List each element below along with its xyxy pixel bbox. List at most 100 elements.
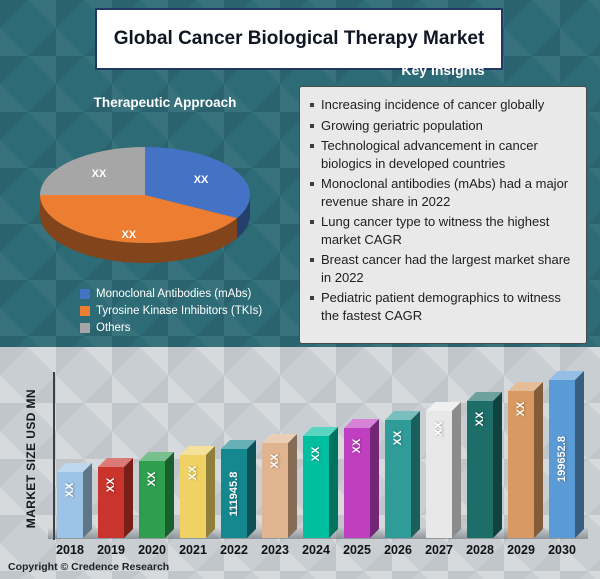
bar-value-label: XX	[474, 411, 486, 427]
bar-side-face	[575, 371, 584, 538]
bar-side-face	[452, 402, 461, 538]
legend-item: Monoclonal Antibodies (mAbs)	[80, 288, 262, 300]
legend-swatch	[80, 323, 90, 333]
bar-value-label: 199652.8	[556, 436, 568, 482]
bar-value-label: XX	[392, 430, 404, 446]
page-title: Global Cancer Biological Therapy Market	[95, 8, 503, 70]
bar-year-label: 2023	[261, 543, 289, 557]
pie-chart-heading: Therapeutic Approach	[93, 95, 237, 110]
bar-year-label: 2025	[343, 543, 371, 557]
y-axis-label-wrap: MARKET SIZE USD MN	[24, 378, 38, 540]
pie-slice-value: XX	[121, 229, 136, 241]
bar-side-face	[288, 434, 297, 538]
bar-value-label: XX	[146, 471, 158, 487]
bar-year-label: 2018	[56, 543, 84, 557]
pie-slice-0	[145, 147, 251, 219]
y-axis-line	[53, 372, 55, 540]
bar-value-label: XX	[515, 401, 527, 417]
bar-year-label: 2028	[466, 543, 494, 557]
bar-front-face	[344, 428, 370, 538]
bar-2030: 199652.8 2030	[548, 371, 584, 557]
bar-2027: XX 2027	[425, 402, 461, 557]
bar-value-label: XX	[351, 438, 363, 454]
bar-year-label: 2022	[220, 543, 248, 557]
pie-slice-2	[40, 147, 145, 195]
bar-year-label: 2019	[97, 543, 125, 557]
pie-legend: Monoclonal Antibodies (mAbs) Tyrosine Kin…	[80, 288, 262, 334]
bar-side-face	[493, 392, 502, 538]
bar-year-label: 2027	[425, 543, 453, 557]
bar-side-face	[329, 427, 338, 538]
insight-item: Technological advancement in cancer biol…	[308, 137, 576, 172]
bar-year-label: 2030	[548, 543, 576, 557]
bar-front-face	[180, 455, 206, 538]
bar-side-face	[165, 452, 174, 538]
bar-front-face	[262, 443, 288, 538]
bar-2028: XX 2028	[466, 392, 502, 557]
insight-item: Growing geriatric population	[308, 117, 576, 135]
bar-value-label: XX	[187, 465, 199, 481]
bar-side-face	[83, 463, 92, 538]
legend-label: Monoclonal Antibodies (mAbs)	[96, 288, 252, 300]
bar-value-label: XX	[64, 482, 76, 498]
bar-value-label: XX	[105, 477, 117, 493]
bar-2029: XX 2029	[507, 382, 543, 557]
bar-side-face	[370, 419, 379, 538]
key-insights-list: Increasing incidence of cancer globally G…	[308, 96, 576, 325]
bar-front-face	[549, 380, 575, 538]
pie-slice-value: XX	[194, 174, 209, 186]
pie-slice-side-1	[40, 195, 238, 263]
key-insights-heading: Key Insights	[401, 62, 485, 78]
bar-side-face	[247, 440, 256, 538]
therapeutic-pie-chart: XX XX XX	[40, 147, 251, 263]
legend-swatch	[80, 289, 90, 299]
bar-side-face	[534, 382, 543, 538]
bar-value-label: XX	[310, 446, 322, 462]
pie-slice-value: XX	[92, 168, 107, 180]
bar-2026: XX 2026	[384, 411, 420, 557]
bar-2021: XX 2021	[179, 446, 215, 557]
bar-front-face	[57, 472, 83, 538]
pie-slice-1	[40, 195, 238, 244]
bar-value-label: 111945.8	[228, 471, 240, 517]
bar-year-label: 2020	[138, 543, 166, 557]
insight-item: Increasing incidence of cancer globally	[308, 96, 576, 114]
bar-front-face	[467, 401, 493, 538]
y-axis-label: MARKET SIZE USD MN	[24, 389, 38, 529]
bar-side-face	[411, 411, 420, 538]
bar-front-face	[139, 461, 165, 538]
bar-front-face	[385, 420, 411, 538]
insight-item: Breast cancer had the largest market sha…	[308, 251, 576, 286]
legend-item: Tyrosine Kinase Inhibitors (TKIs)	[80, 305, 262, 317]
bar-2023: XX 2023	[261, 434, 297, 557]
bar-2020: XX 2020	[138, 452, 174, 557]
insight-item: Pediatric patient demographics to witnes…	[308, 289, 576, 324]
legend-swatch	[80, 306, 90, 316]
bar-side-face	[124, 458, 133, 538]
legend-item: Others	[80, 322, 262, 334]
insight-item: Monoclonal antibodies (mAbs) had a major…	[308, 175, 576, 210]
bar-2018: XX 2018	[56, 463, 92, 557]
bar-year-label: 2021	[179, 543, 207, 557]
bar-2022: 111945.8 2022	[220, 440, 256, 557]
bar-year-label: 2026	[384, 543, 412, 557]
key-insights-box: Increasing incidence of cancer globally G…	[299, 86, 587, 344]
bar-2025: XX 2025	[343, 419, 379, 557]
bar-chart: XX 2018 XX 2019 XX 2020 XX 2021 111945.8 2022 XX 20…	[56, 371, 584, 557]
legend-label: Others	[96, 322, 131, 334]
copyright-text: Copyright © Credence Research	[8, 561, 170, 573]
bar-front-face	[303, 436, 329, 538]
bar-2024: XX 2024	[302, 427, 338, 557]
bar-value-label: XX	[269, 453, 281, 469]
bar-front-face	[221, 449, 247, 538]
bar-side-face	[206, 446, 215, 538]
legend-label: Tyrosine Kinase Inhibitors (TKIs)	[96, 305, 263, 317]
bar-front-face	[508, 391, 534, 538]
bar-year-label: 2024	[302, 543, 330, 557]
bar-front-face	[426, 411, 452, 538]
insight-item: Lung cancer type to witness the highest …	[308, 213, 576, 248]
bar-year-label: 2029	[507, 543, 535, 557]
pie-slice-side-0	[237, 195, 250, 239]
bar-2019: XX 2019	[97, 458, 133, 557]
